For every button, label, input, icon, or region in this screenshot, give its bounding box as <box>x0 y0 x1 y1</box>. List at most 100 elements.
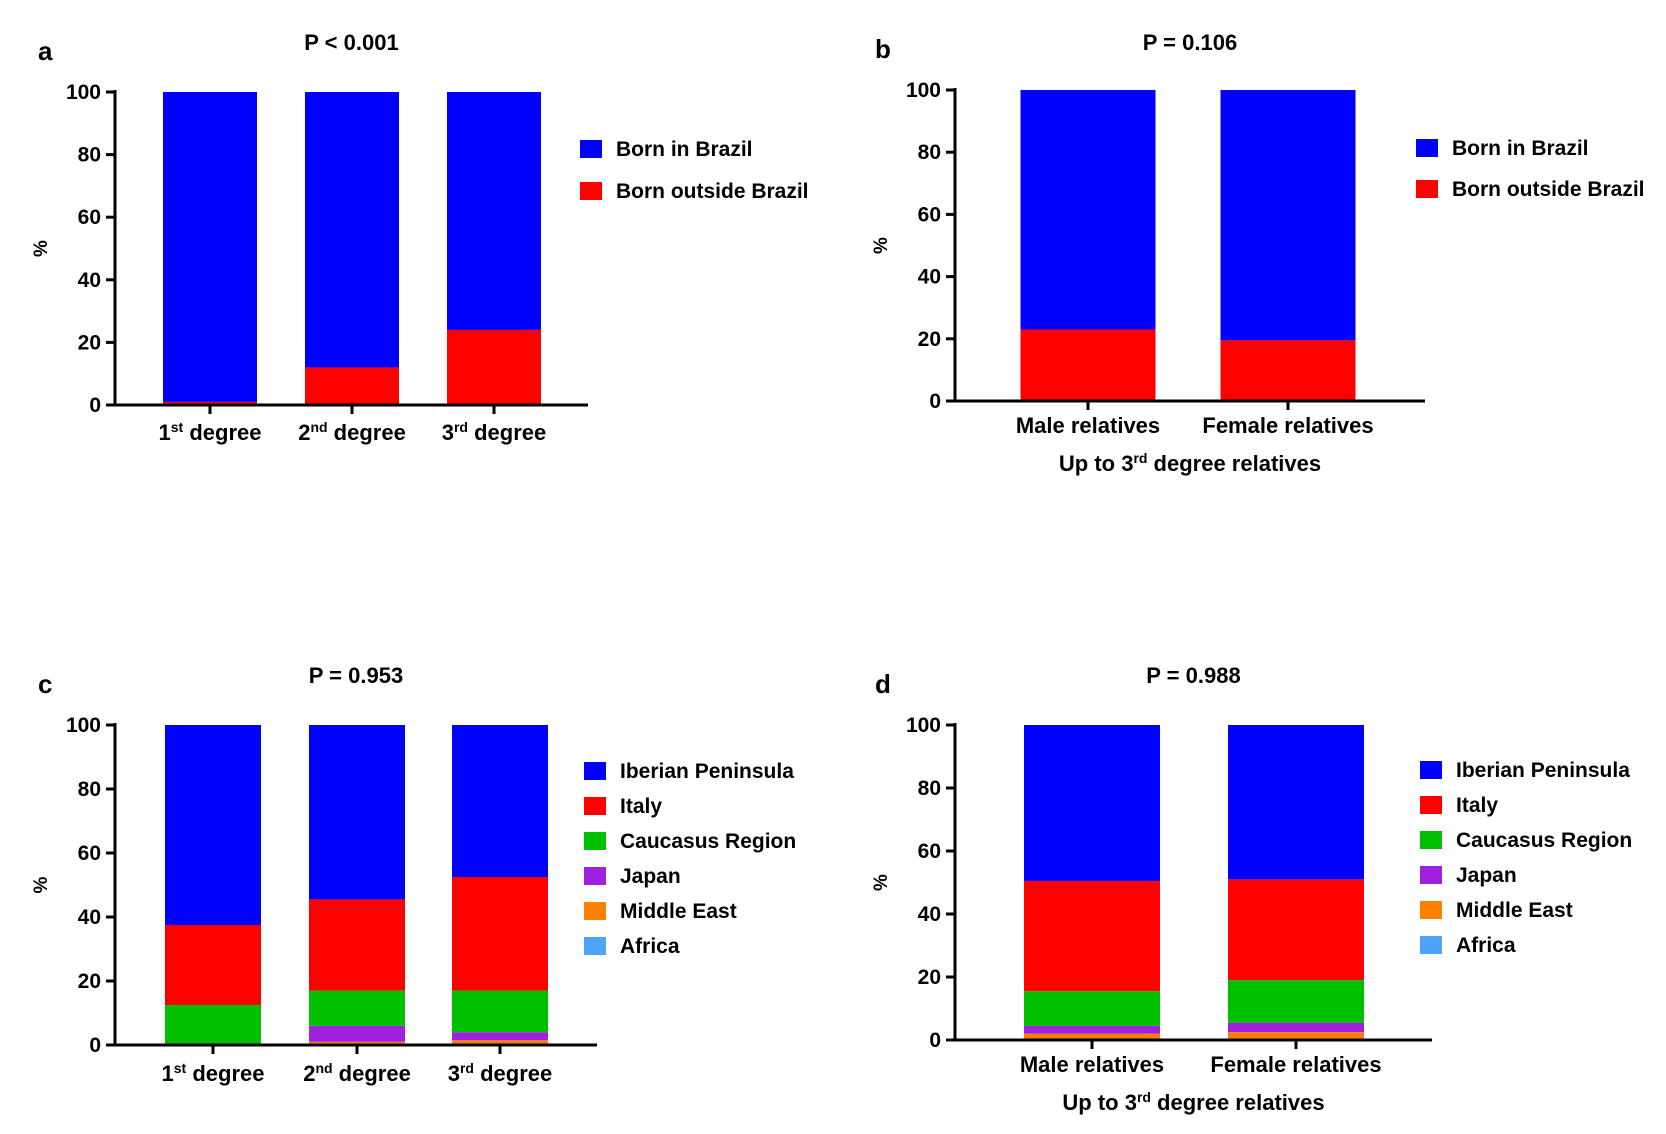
legend-swatch-born-outside-brazil <box>580 182 602 200</box>
legend: Born in Brazil Born outside Brazil <box>1416 137 1645 201</box>
bar-japan-3 <box>452 1032 548 1041</box>
legend-label: Japan <box>620 865 681 888</box>
y-tick-label: 0 <box>89 394 101 417</box>
bar-japan-2 <box>1228 1022 1364 1033</box>
bar-born-outside-brazil-1 <box>1020 329 1156 401</box>
y-tick-label: 100 <box>906 79 941 102</box>
x-tick-label: Female relatives <box>1210 1052 1381 1077</box>
y-tick-label: 100 <box>66 81 101 104</box>
legend-swatch-born-in-brazil <box>580 140 602 158</box>
x-tick-label: 1st degree <box>162 1060 265 1086</box>
bars <box>1020 90 1356 401</box>
panel-label: c <box>38 669 52 699</box>
legend-label: Caucasus Region <box>620 830 796 853</box>
legend-swatch-africa <box>584 937 606 955</box>
legend-swatch-iberian-peninsula <box>1420 761 1442 779</box>
legend-label: Born outside Brazil <box>616 180 809 203</box>
y-tick-label: 60 <box>78 842 101 865</box>
bar-italy-2 <box>309 899 405 991</box>
bar-caucasus-region-1 <box>165 1005 261 1045</box>
chart-title: P < 0.001 <box>304 30 398 55</box>
y-tick-label: 80 <box>918 777 941 800</box>
y-tick-label: 80 <box>78 778 101 801</box>
legend-label: Caucasus Region <box>1456 829 1632 852</box>
bar-born-in-brazil-1 <box>163 92 257 402</box>
legend-label: Africa <box>620 935 680 958</box>
panel-a: a P < 0.001% 0 20 40 60 80 100 1st degree 2nd deg… <box>31 30 809 445</box>
chart-title: P = 0.106 <box>1143 30 1237 55</box>
y-tick-label: 80 <box>918 141 941 164</box>
y-tick-label: 0 <box>929 1029 941 1052</box>
panel-label: b <box>875 34 891 64</box>
bar-italy-3 <box>452 877 548 991</box>
bar-japan-1 <box>1024 1025 1160 1034</box>
bar-caucasus-region-3 <box>452 990 548 1033</box>
x-tick-label: 1st degree <box>159 419 262 445</box>
legend-swatch-caucasus-region <box>584 832 606 850</box>
bar-japan-2 <box>309 1025 405 1042</box>
bar-born-outside-brazil-2 <box>305 367 399 405</box>
y-tick-label: 20 <box>78 970 101 993</box>
bar-middle-east-3 <box>452 1040 548 1045</box>
x-tick-label: Female relatives <box>1202 413 1373 438</box>
chart-title: P = 0.988 <box>1146 663 1240 688</box>
bars <box>1024 725 1364 1040</box>
y-tick-label: 40 <box>918 903 941 926</box>
bar-born-in-brazil-3 <box>447 92 541 330</box>
bar-caucasus-region-1 <box>1024 991 1160 1026</box>
x-axis-label: Up to 3rd degree relatives <box>1059 450 1321 476</box>
bar-iberian-peninsula-3 <box>452 725 548 877</box>
bar-italy-1 <box>1024 880 1160 992</box>
legend-swatch-middle-east <box>1420 901 1442 919</box>
y-tick-label: 0 <box>89 1034 101 1057</box>
legend-label: Middle East <box>1456 899 1573 922</box>
legend-label: Born in Brazil <box>1452 137 1589 160</box>
y-tick-label: 100 <box>66 714 101 737</box>
bar-born-in-brazil-1 <box>1020 90 1156 330</box>
y-tick-label: 0 <box>929 390 941 413</box>
bar-born-in-brazil-2 <box>1220 90 1356 341</box>
legend-swatch-japan <box>584 867 606 885</box>
legend-label: Japan <box>1456 864 1517 887</box>
x-tick-label: 3rd degree <box>448 1060 553 1086</box>
legend-swatch-iberian-peninsula <box>584 762 606 780</box>
y-axis-label: % <box>31 876 52 893</box>
y-tick-label: 100 <box>906 714 941 737</box>
bar-born-outside-brazil-2 <box>1220 340 1356 401</box>
bar-italy-1 <box>165 925 261 1005</box>
chart-title: P = 0.953 <box>309 663 403 688</box>
legend-label: Africa <box>1456 934 1516 957</box>
x-tick-label: Male relatives <box>1016 413 1160 438</box>
legend-label: Born outside Brazil <box>1452 178 1645 201</box>
legend: Iberian Peninsula Italy Caucasus Region Jap… <box>584 760 796 958</box>
x-tick-label: 2nd degree <box>303 1060 411 1086</box>
bar-born-outside-brazil-3 <box>447 329 541 405</box>
legend-swatch-caucasus-region <box>1420 831 1442 849</box>
y-tick-label: 60 <box>918 840 941 863</box>
y-axis-label: % <box>871 874 892 891</box>
legend-label: Iberian Peninsula <box>620 760 794 783</box>
y-tick-label: 40 <box>78 906 101 929</box>
panel-c: c P = 0.953% 0 20 40 60 80 100 1st degree 2nd deg… <box>31 663 796 1086</box>
legend-label: Italy <box>620 795 662 818</box>
legend-swatch-africa <box>1420 936 1442 954</box>
legend-swatch-italy <box>1420 796 1442 814</box>
bar-iberian-peninsula-1 <box>1024 725 1160 881</box>
panel-label: a <box>38 36 53 66</box>
legend-swatch-japan <box>1420 866 1442 884</box>
panel-b: b P = 0.106% 0 20 40 60 80 100 Male relatives Fem… <box>871 30 1645 476</box>
x-tick-label: 3rd degree <box>442 419 547 445</box>
y-tick-label: 60 <box>918 203 941 226</box>
y-tick-label: 20 <box>78 331 101 354</box>
bar-iberian-peninsula-2 <box>309 725 405 900</box>
bar-born-outside-brazil-1 <box>163 401 257 405</box>
legend-label: Iberian Peninsula <box>1456 759 1630 782</box>
y-axis-label: % <box>871 237 892 254</box>
x-tick-label: 2nd degree <box>298 419 406 445</box>
bar-middle-east-2 <box>309 1041 405 1045</box>
bar-born-in-brazil-2 <box>305 92 399 368</box>
y-tick-label: 40 <box>78 269 101 292</box>
bar-caucasus-region-2 <box>1228 980 1364 1023</box>
legend-swatch-born-in-brazil <box>1416 139 1438 157</box>
